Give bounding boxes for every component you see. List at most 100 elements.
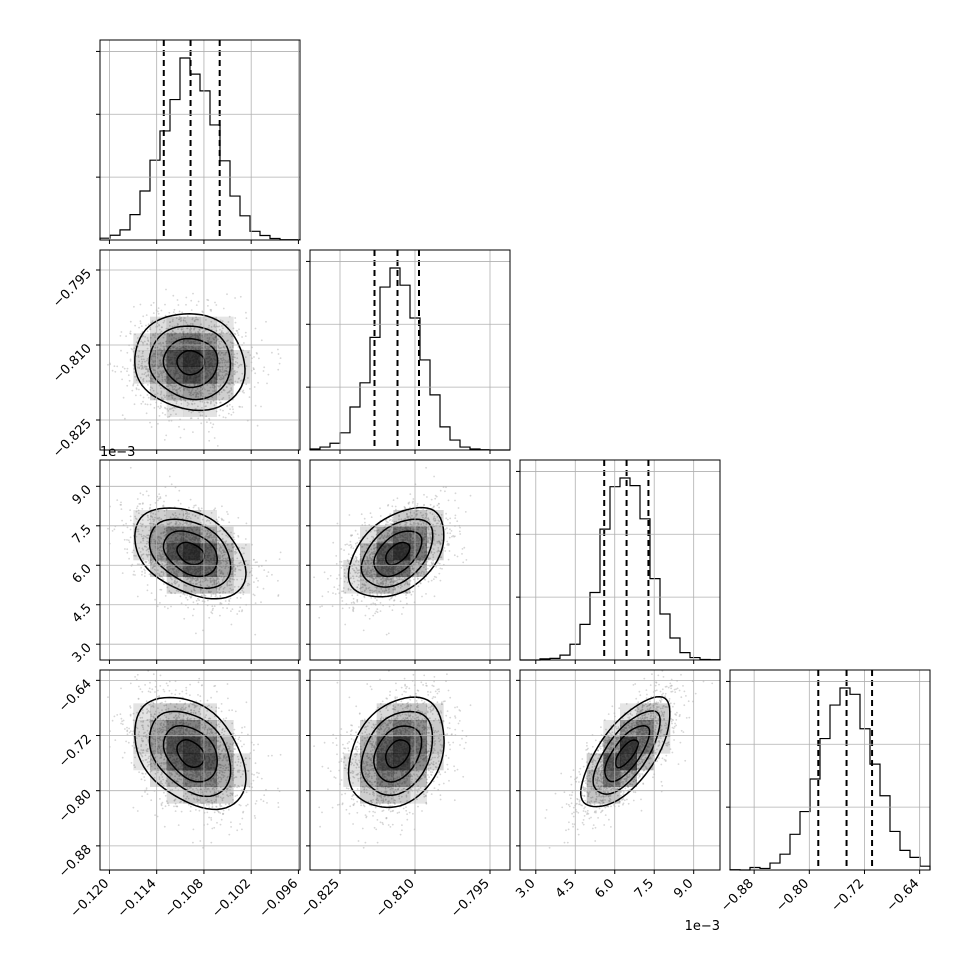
sample-point	[132, 364, 135, 366]
sample-point	[231, 608, 234, 610]
sample-point	[146, 394, 149, 396]
sample-point	[445, 512, 447, 515]
sample-point	[327, 577, 329, 580]
sample-point	[170, 338, 173, 341]
sample-point	[164, 314, 167, 317]
sample-point	[219, 602, 222, 604]
sample-point	[140, 566, 143, 569]
sample-point	[218, 414, 221, 417]
sample-point	[222, 416, 225, 418]
sample-point	[121, 378, 123, 381]
sample-point	[141, 382, 144, 385]
sample-point	[146, 589, 149, 592]
sample-point	[277, 368, 280, 371]
sample-point	[165, 434, 168, 437]
sample-point	[158, 497, 160, 500]
sample-point	[151, 387, 154, 390]
sample-point	[171, 407, 174, 410]
sample-point	[208, 417, 211, 420]
sample-point	[277, 353, 280, 355]
sample-point	[426, 567, 429, 570]
sample-point	[149, 503, 152, 506]
density-cell	[166, 350, 184, 367]
sample-point	[174, 397, 176, 400]
sample-point	[157, 312, 160, 315]
sample-point	[116, 365, 119, 368]
sample-point	[457, 507, 460, 509]
sample-point	[243, 342, 245, 344]
sample-point	[277, 594, 280, 596]
sample-point	[136, 595, 139, 598]
sample-point	[158, 493, 161, 495]
sample-point	[447, 558, 450, 561]
sample-point	[221, 505, 223, 508]
sample-point	[147, 396, 150, 399]
sample-point	[136, 498, 139, 500]
sample-point	[201, 600, 204, 602]
sample-point	[387, 523, 389, 526]
sample-point	[203, 388, 206, 391]
sample-point	[396, 497, 399, 500]
sample-point	[340, 560, 343, 563]
sample-point	[206, 337, 209, 340]
sample-point	[385, 633, 388, 636]
sample-point	[183, 428, 186, 431]
sample-point	[194, 331, 197, 334]
sample-point	[141, 507, 144, 510]
sample-point	[140, 402, 143, 405]
sample-point	[257, 579, 259, 582]
sample-point	[200, 507, 203, 510]
sample-point	[239, 295, 242, 298]
sample-point	[252, 368, 255, 370]
sample-point	[206, 389, 209, 392]
sample-point	[141, 573, 143, 576]
sample-point	[170, 483, 173, 486]
sample-point	[158, 415, 161, 417]
sample-point	[145, 412, 148, 415]
sample-point	[262, 587, 265, 590]
sample-point	[146, 403, 149, 406]
sample-point	[370, 516, 373, 519]
sample-point	[133, 305, 135, 308]
sample-point	[215, 594, 218, 596]
sample-point	[213, 342, 216, 344]
sample-point	[245, 311, 247, 314]
sample-point	[133, 570, 136, 573]
sample-point	[214, 595, 217, 598]
sample-point	[237, 536, 240, 538]
sample-point	[114, 370, 117, 373]
sample-point	[120, 504, 122, 506]
sample-point	[222, 409, 224, 412]
sample-point	[165, 494, 167, 497]
sample-point	[157, 405, 160, 408]
sample-point	[228, 397, 231, 399]
density-cell	[150, 383, 167, 401]
sample-point	[234, 321, 237, 324]
sample-point	[167, 410, 170, 412]
sample-point	[219, 401, 221, 404]
density-cell	[166, 316, 184, 334]
density-cell	[166, 560, 184, 577]
sample-point	[127, 374, 130, 377]
sample-point	[271, 351, 273, 354]
sample-point	[340, 567, 343, 569]
density-cell	[150, 316, 167, 334]
sample-point	[230, 413, 233, 416]
sample-point	[189, 498, 192, 501]
sample-point	[128, 379, 131, 382]
sample-point	[195, 632, 197, 635]
sample-point	[211, 609, 214, 612]
sample-point	[139, 492, 142, 495]
sample-point	[233, 538, 236, 541]
sample-point	[277, 579, 279, 582]
sample-point	[217, 516, 220, 519]
sample-point	[160, 365, 163, 368]
sample-point	[379, 507, 381, 510]
sample-point	[329, 574, 332, 577]
sample-point	[256, 561, 258, 563]
sample-point	[134, 324, 137, 327]
sample-point	[189, 417, 192, 420]
sample-point	[188, 506, 190, 509]
sample-point	[190, 323, 192, 325]
sample-point	[143, 340, 146, 343]
